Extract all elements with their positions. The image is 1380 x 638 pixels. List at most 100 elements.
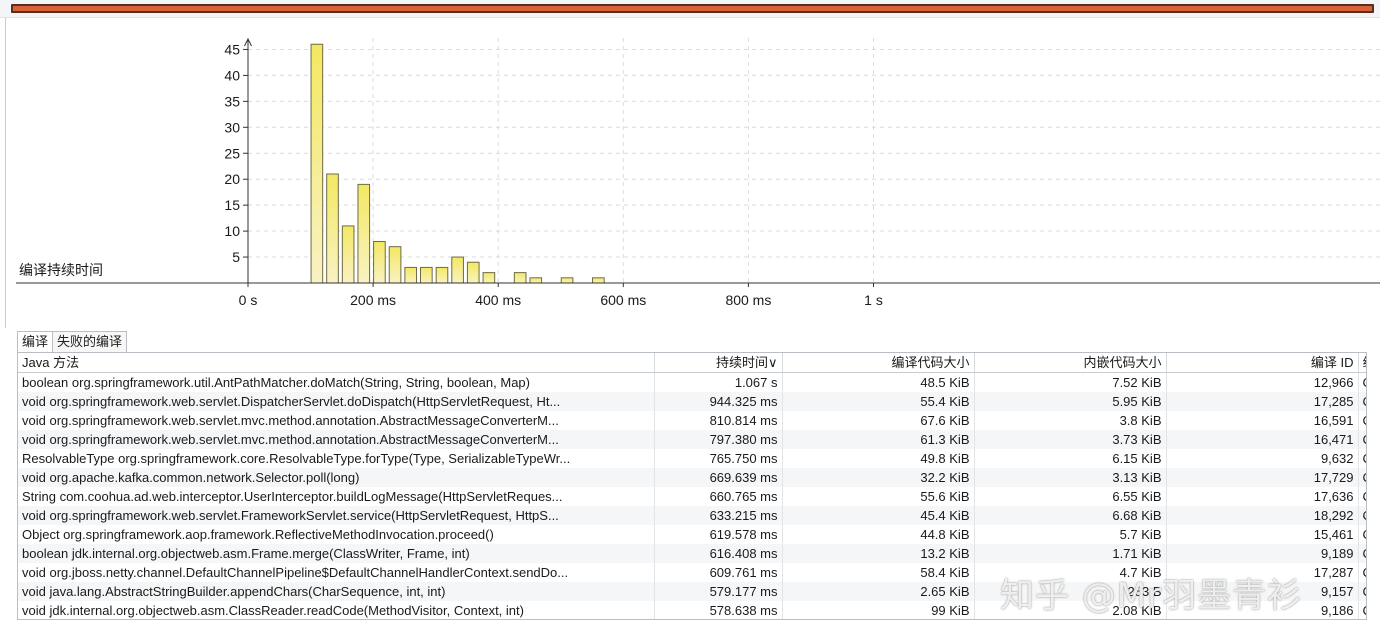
histogram-panel: 5 10 15 20 25 30 35 40 45 0 s 200 ms 400 ms 600 ms 80… xyxy=(5,18,1380,328)
table-cell: 9,632 xyxy=(1166,449,1359,468)
table-cell: C xyxy=(1358,430,1366,449)
column-header-2[interactable]: 编译代码大小 xyxy=(782,353,975,373)
x-tick-label: 600 ms xyxy=(600,292,646,308)
histogram-bar[interactable] xyxy=(326,173,339,284)
table-cell: 32.2 KiB xyxy=(782,468,975,487)
y-tick-label: 10 xyxy=(224,223,240,239)
y-tick-label: 25 xyxy=(224,145,240,161)
y-tick-label: 45 xyxy=(224,41,240,57)
table-row[interactable]: void org.springframework.web.servlet.Fra… xyxy=(18,506,1366,525)
table-cell: 58.4 KiB xyxy=(782,563,975,582)
histogram-bar[interactable] xyxy=(341,225,355,284)
table-cell: C xyxy=(1358,563,1366,582)
histogram-bar[interactable] xyxy=(435,266,449,284)
table-cell: 13.2 KiB xyxy=(782,544,975,563)
table-cell: 283 B xyxy=(974,582,1167,601)
tab-1[interactable]: 失败的编译 xyxy=(53,331,128,352)
x-tick-label: 800 ms xyxy=(725,292,771,308)
table-row[interactable]: String com.coohua.ad.web.interceptor.Use… xyxy=(18,487,1366,506)
histogram-bar[interactable] xyxy=(560,277,574,284)
histogram-bar[interactable] xyxy=(451,256,464,284)
table-cell: 944.325 ms xyxy=(654,392,783,411)
table-row[interactable]: boolean org.springframework.util.AntPath… xyxy=(18,372,1366,392)
table-cell: 16,471 xyxy=(1166,430,1359,449)
table-cell: void java.lang.AbstractStringBuilder.app… xyxy=(18,582,655,601)
histogram-bar[interactable] xyxy=(420,266,433,284)
histogram-bar[interactable] xyxy=(310,43,324,284)
histogram-bar[interactable] xyxy=(482,272,496,284)
table-cell: C xyxy=(1358,601,1366,619)
histogram-bar[interactable] xyxy=(357,183,371,284)
table-cell: 669.639 ms xyxy=(654,468,783,487)
table-cell: 797.380 ms xyxy=(654,430,783,449)
table-row[interactable]: Object org.springframework.aop.framework… xyxy=(18,525,1366,544)
table-cell: 55.4 KiB xyxy=(782,392,975,411)
table-row[interactable]: void org.jboss.netty.channel.DefaultChan… xyxy=(18,563,1366,582)
table-cell: 616.408 ms xyxy=(654,544,783,563)
table-cell: 12,966 xyxy=(1166,372,1359,392)
table-cell: C xyxy=(1358,506,1366,525)
table-cell: 15,461 xyxy=(1166,525,1359,544)
table-row[interactable]: void org.springframework.web.servlet.mvc… xyxy=(18,411,1366,430)
table-cell: 17,287 xyxy=(1166,563,1359,582)
y-tick-label: 35 xyxy=(224,93,240,109)
histogram-bar[interactable] xyxy=(529,277,543,284)
table-row[interactable]: boolean jdk.internal.org.objectweb.asm.F… xyxy=(18,544,1366,563)
column-header-1[interactable]: 持续时间∨ xyxy=(654,353,783,373)
table-cell: C xyxy=(1358,468,1366,487)
table-row[interactable]: void org.springframework.web.servlet.mvc… xyxy=(18,430,1366,449)
x-tick-label: 200 ms xyxy=(350,292,396,308)
histogram-bar[interactable] xyxy=(388,246,402,284)
table-cell: void org.springframework.web.servlet.mvc… xyxy=(18,430,655,449)
table-cell: 9,189 xyxy=(1166,544,1359,563)
table-cell: 3.8 KiB xyxy=(974,411,1167,430)
table-cell: 9,157 xyxy=(1166,582,1359,601)
column-header-0[interactable]: Java 方法 xyxy=(18,353,655,373)
table-cell: 619.578 ms xyxy=(654,525,783,544)
table-cell: 17,636 xyxy=(1166,487,1359,506)
y-axis-label: 编译持续时间 xyxy=(19,262,103,278)
table-cell: void org.jboss.netty.channel.DefaultChan… xyxy=(18,563,655,582)
histogram-bar[interactable] xyxy=(513,272,527,284)
table-cell: C xyxy=(1358,525,1366,544)
histogram-bar[interactable] xyxy=(404,266,418,284)
table-cell: 578.638 ms xyxy=(654,601,783,619)
column-header-3[interactable]: 内嵌代码大小 xyxy=(974,353,1167,373)
table-cell: 579.177 ms xyxy=(654,582,783,601)
table-cell: void org.apache.kafka.common.network.Sel… xyxy=(18,468,655,487)
y-tick-label: 40 xyxy=(224,67,240,83)
histogram-bar[interactable] xyxy=(592,277,605,284)
table-row[interactable]: void org.apache.kafka.common.network.Sel… xyxy=(18,468,1366,487)
table-cell: 45.4 KiB xyxy=(782,506,975,525)
table-cell: 810.814 ms xyxy=(654,411,783,430)
table-cell: 16,591 xyxy=(1166,411,1359,430)
timeline-range-bar[interactable] xyxy=(11,4,1374,13)
table-cell: 5.95 KiB xyxy=(974,392,1167,411)
tab-0[interactable]: 编译 xyxy=(17,331,54,352)
table-cell: 6.55 KiB xyxy=(974,487,1167,506)
histogram-bar[interactable] xyxy=(373,240,386,284)
table-cell: 48.5 KiB xyxy=(782,372,975,392)
table-cell: 9,186 xyxy=(1166,601,1359,619)
table-cell: 17,285 xyxy=(1166,392,1359,411)
table-row[interactable]: ResolvableType org.springframework.core.… xyxy=(18,449,1366,468)
table-cell: 6.15 KiB xyxy=(974,449,1167,468)
table-row[interactable]: void org.springframework.web.servlet.Dis… xyxy=(18,392,1366,411)
table-row[interactable]: void java.lang.AbstractStringBuilder.app… xyxy=(18,582,1366,601)
table-cell: 49.8 KiB xyxy=(782,449,975,468)
y-tick-label: 15 xyxy=(224,197,240,213)
table-cell: void org.springframework.web.servlet.Dis… xyxy=(18,392,655,411)
table-cell: 55.6 KiB xyxy=(782,487,975,506)
column-header-5[interactable]: 线 xyxy=(1358,353,1366,373)
table-cell: void org.springframework.web.servlet.Fra… xyxy=(18,506,655,525)
histogram-bar[interactable] xyxy=(466,261,480,284)
table-row[interactable]: void jdk.internal.org.objectweb.asm.Clas… xyxy=(18,601,1366,619)
table-cell: 6.68 KiB xyxy=(974,506,1167,525)
table-cell: C xyxy=(1358,487,1366,506)
column-header-4[interactable]: 编译 ID xyxy=(1166,353,1359,373)
y-tick-label: 5 xyxy=(232,249,240,265)
table-cell: void jdk.internal.org.objectweb.asm.Clas… xyxy=(18,601,655,619)
y-tick-label: 30 xyxy=(224,119,240,135)
